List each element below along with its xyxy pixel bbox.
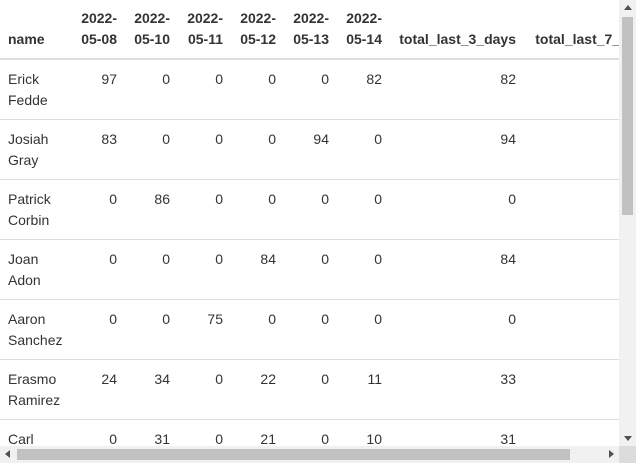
value-cell: 0 bbox=[178, 119, 231, 180]
value-cell: 22 bbox=[231, 359, 284, 420]
name-cell: Carl bbox=[0, 419, 72, 446]
value-cell: 0 bbox=[284, 59, 337, 120]
name-cell: Patrick Corbin bbox=[0, 179, 72, 240]
value-cell: 0 bbox=[390, 299, 524, 360]
value-cell: 0 bbox=[72, 179, 125, 240]
value-cell bbox=[524, 419, 619, 446]
value-cell: 0 bbox=[284, 359, 337, 420]
data-table: name 2022-05-08 2022-05-10 2022-05-11 2022-0… bbox=[0, 0, 619, 446]
value-cell: 0 bbox=[125, 299, 178, 360]
column-header: 2022-05-12 bbox=[231, 0, 284, 60]
value-cell: 0 bbox=[231, 179, 284, 240]
column-header: 2022-05-10 bbox=[125, 0, 178, 60]
scroll-thumb[interactable] bbox=[622, 17, 633, 215]
scroll-left[interactable] bbox=[5, 450, 10, 458]
value-cell: 83 bbox=[72, 119, 125, 180]
table-row: Carl 0 31 0 21 0 10 31 bbox=[0, 419, 619, 446]
value-cell: 0 bbox=[337, 239, 390, 300]
value-cell: 0 bbox=[125, 239, 178, 300]
value-cell: 0 bbox=[284, 419, 337, 446]
value-cell: 0 bbox=[72, 299, 125, 360]
column-header: 2022-05-13 bbox=[284, 0, 337, 60]
value-cell: 33 bbox=[390, 359, 524, 420]
scrollbar-corner bbox=[619, 446, 636, 463]
value-cell: 0 bbox=[125, 119, 178, 180]
value-cell: 34 bbox=[125, 359, 178, 420]
vertical-scrollbar[interactable] bbox=[619, 0, 636, 446]
scroll-right[interactable] bbox=[609, 450, 614, 458]
value-cell: 31 bbox=[390, 419, 524, 446]
value-cell: 97 bbox=[72, 59, 125, 120]
value-cell: 0 bbox=[231, 119, 284, 180]
scroll-up[interactable] bbox=[624, 5, 632, 10]
name-cell: Aaron Sanchez bbox=[0, 299, 72, 360]
value-cell: 0 bbox=[178, 359, 231, 420]
value-cell bbox=[524, 59, 619, 120]
scroll-down[interactable] bbox=[624, 436, 632, 441]
value-cell: 0 bbox=[125, 59, 178, 120]
table-row: Erick Fedde 97 0 0 0 0 82 82 bbox=[0, 59, 619, 120]
value-cell: 0 bbox=[72, 239, 125, 300]
value-cell: 11 bbox=[337, 359, 390, 420]
header-row: name 2022-05-08 2022-05-10 2022-05-11 2022-0… bbox=[0, 0, 619, 60]
value-cell: 0 bbox=[231, 299, 284, 360]
value-cell: 0 bbox=[178, 419, 231, 446]
table-row: Erasmo Ramirez 24 34 0 22 0 11 33 bbox=[0, 359, 619, 420]
table-row: Patrick Corbin 0 86 0 0 0 0 0 bbox=[0, 179, 619, 240]
value-cell bbox=[524, 239, 619, 300]
value-cell bbox=[524, 359, 619, 420]
table-row: Aaron Sanchez 0 0 75 0 0 0 0 bbox=[0, 299, 619, 360]
value-cell: 0 bbox=[284, 179, 337, 240]
value-cell: 0 bbox=[178, 59, 231, 120]
value-cell: 0 bbox=[337, 179, 390, 240]
value-cell: 0 bbox=[390, 179, 524, 240]
value-cell bbox=[524, 299, 619, 360]
value-cell: 82 bbox=[337, 59, 390, 120]
column-header: total_last_7_days bbox=[524, 0, 619, 60]
value-cell: 86 bbox=[125, 179, 178, 240]
horizontal-scrollbar[interactable] bbox=[0, 446, 619, 463]
value-cell: 24 bbox=[72, 359, 125, 420]
value-cell: 0 bbox=[337, 299, 390, 360]
column-header: 2022-05-11 bbox=[178, 0, 231, 60]
value-cell: 0 bbox=[178, 239, 231, 300]
value-cell: 84 bbox=[231, 239, 284, 300]
value-cell: 94 bbox=[390, 119, 524, 180]
value-cell bbox=[524, 119, 619, 180]
value-cell: 0 bbox=[178, 179, 231, 240]
value-cell: 0 bbox=[284, 239, 337, 300]
table-viewport: name 2022-05-08 2022-05-10 2022-05-11 2022-0… bbox=[0, 0, 619, 446]
value-cell bbox=[524, 179, 619, 240]
value-cell: 82 bbox=[390, 59, 524, 120]
value-cell: 0 bbox=[231, 59, 284, 120]
column-header: 2022-05-14 bbox=[337, 0, 390, 60]
value-cell: 84 bbox=[390, 239, 524, 300]
value-cell: 75 bbox=[178, 299, 231, 360]
table-row: Joan Adon 0 0 0 84 0 0 84 bbox=[0, 239, 619, 300]
name-cell: Joan Adon bbox=[0, 239, 72, 300]
name-cell: Erick Fedde bbox=[0, 59, 72, 120]
column-header: name bbox=[0, 0, 72, 60]
table-row: Josiah Gray 83 0 0 0 94 0 94 bbox=[0, 119, 619, 180]
value-cell: 0 bbox=[72, 419, 125, 446]
column-header: total_last_3_days bbox=[390, 0, 524, 60]
value-cell: 94 bbox=[284, 119, 337, 180]
scroll-thumb[interactable] bbox=[17, 449, 570, 460]
value-cell: 10 bbox=[337, 419, 390, 446]
name-cell: Josiah Gray bbox=[0, 119, 72, 180]
column-header: 2022-05-08 bbox=[72, 0, 125, 60]
value-cell: 31 bbox=[125, 419, 178, 446]
value-cell: 21 bbox=[231, 419, 284, 446]
value-cell: 0 bbox=[337, 119, 390, 180]
table-body: Erick Fedde 97 0 0 0 0 82 82 Josiah Gray 83 0 0 0 94 0… bbox=[0, 59, 619, 446]
name-cell: Erasmo Ramirez bbox=[0, 359, 72, 420]
value-cell: 0 bbox=[284, 299, 337, 360]
